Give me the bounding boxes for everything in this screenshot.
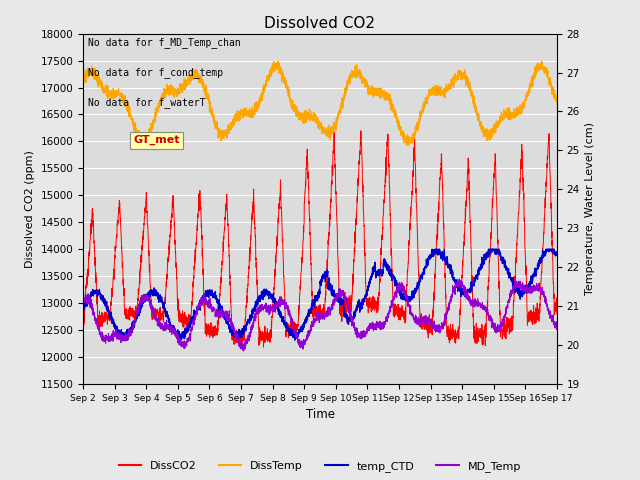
Text: No data for f_waterT: No data for f_waterT <box>88 96 205 108</box>
Y-axis label: Dissolved CO2 (ppm): Dissolved CO2 (ppm) <box>25 150 35 268</box>
Title: Dissolved CO2: Dissolved CO2 <box>264 16 376 31</box>
Legend: DissCO2, DissTemp, temp_CTD, MD_Temp: DissCO2, DissTemp, temp_CTD, MD_Temp <box>115 457 525 477</box>
Text: No data for f_cond_temp: No data for f_cond_temp <box>88 67 223 78</box>
Text: No data for f_MD_Temp_chan: No data for f_MD_Temp_chan <box>88 37 241 48</box>
Text: GT_met: GT_met <box>133 135 180 145</box>
Y-axis label: Temperature, Water Level (cm): Temperature, Water Level (cm) <box>586 122 595 295</box>
X-axis label: Time: Time <box>305 408 335 421</box>
